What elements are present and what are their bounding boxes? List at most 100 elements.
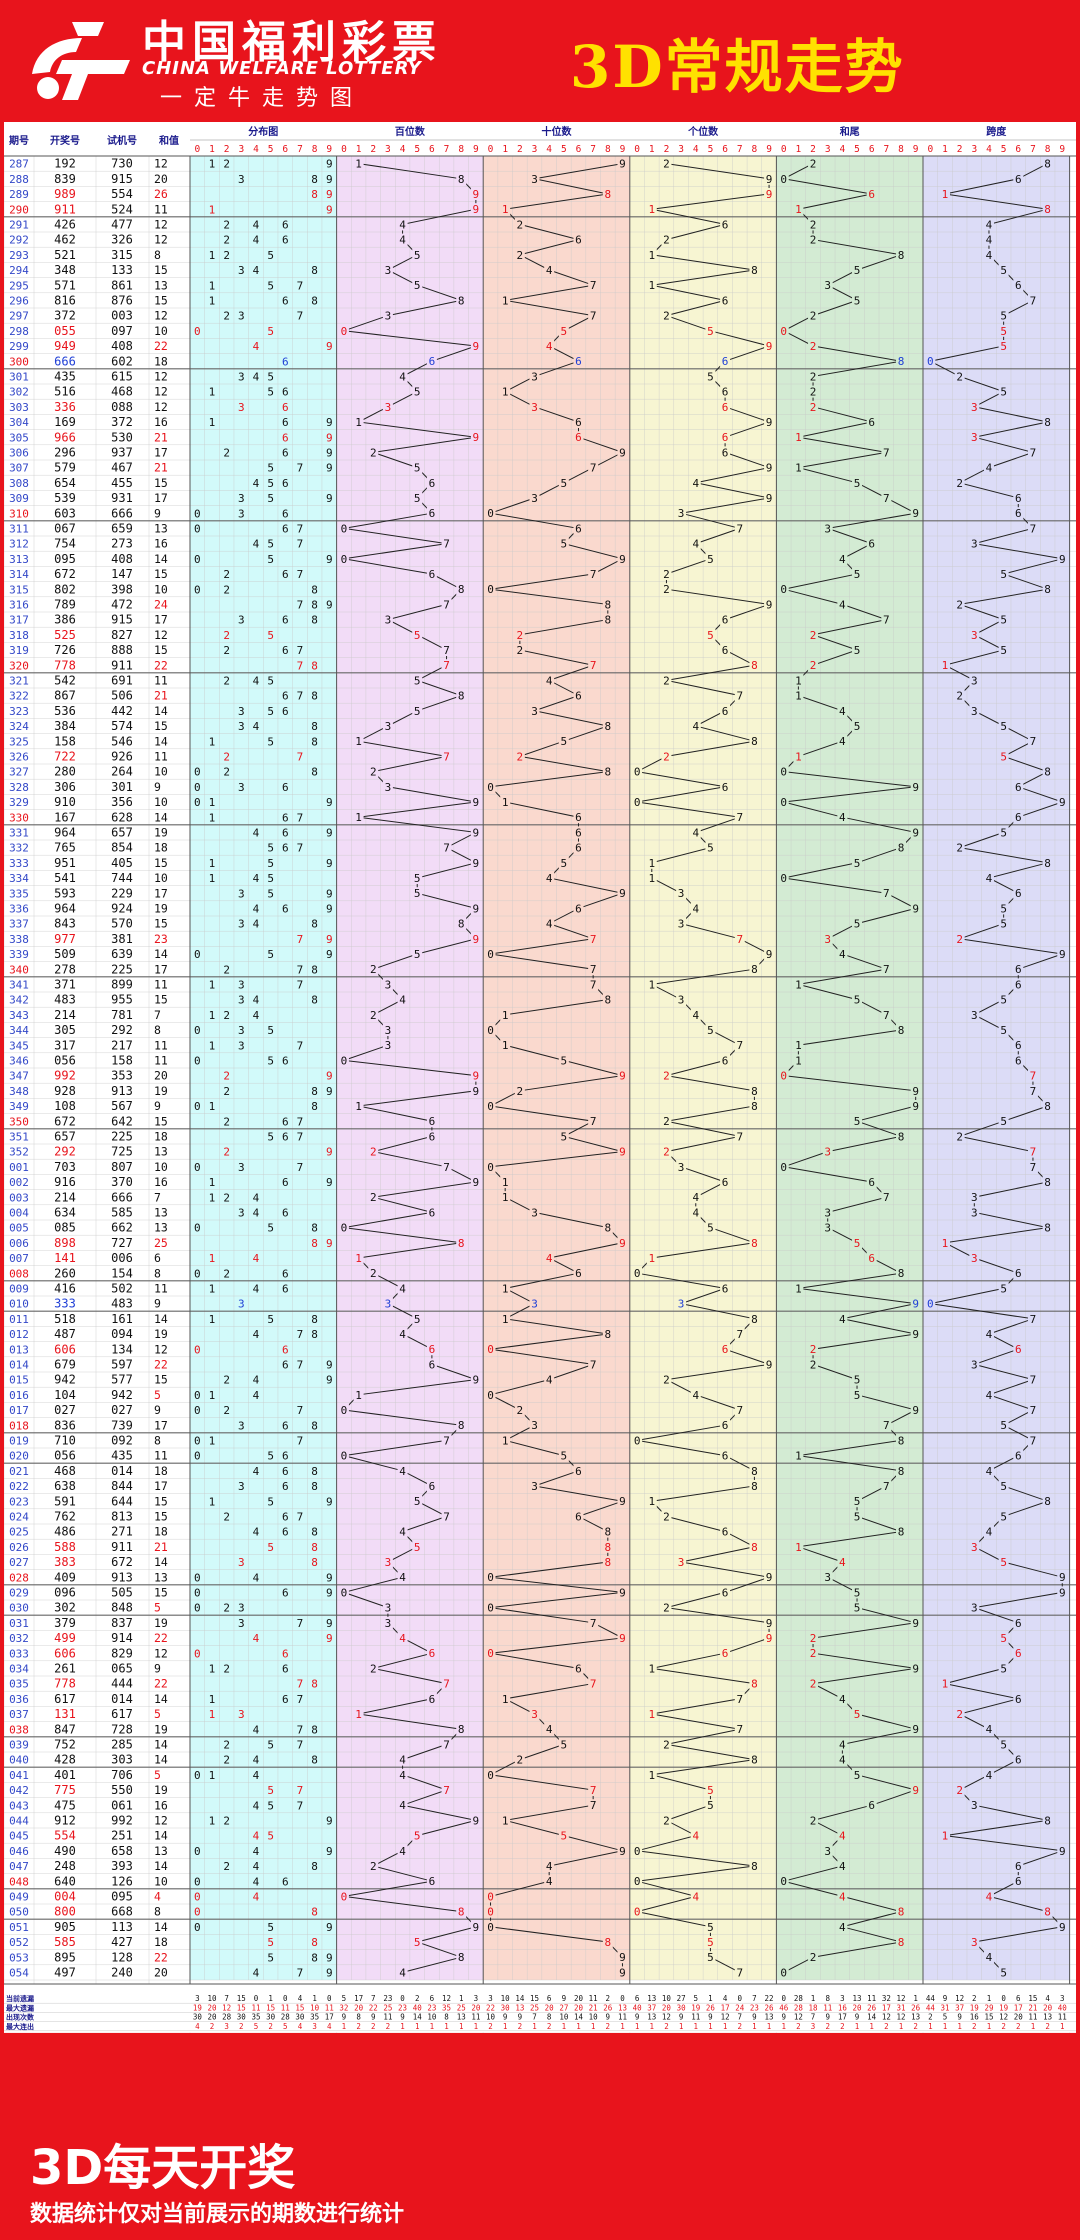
trend-point-span: 4 <box>986 1526 993 1539</box>
trend-point-units: 0 <box>634 1906 641 1919</box>
trend-point-bg <box>617 1951 628 1964</box>
trend-point-bg <box>646 856 657 869</box>
trend-point-bg <box>558 856 569 869</box>
sum-cell: 9 <box>154 1297 161 1311</box>
trend-point-sum_tail: 5 <box>854 1586 861 1599</box>
dist-mark: 0 <box>194 325 201 338</box>
digit-header-hundreds-0: 0 <box>341 144 347 155</box>
trend-point-bg <box>954 598 965 611</box>
trend-point-bg <box>896 1905 907 1918</box>
trend-point-bg <box>734 689 745 702</box>
trend-point-bg <box>382 780 393 793</box>
digit-header-span-0: 0 <box>927 144 933 155</box>
trend-point-hundreds: 6 <box>429 1115 436 1128</box>
trend-point-span: 6 <box>1015 1343 1022 1356</box>
trend-point-bg <box>734 1039 745 1052</box>
stat-tens-0: 14 <box>515 1994 525 2003</box>
trend-point-bg <box>764 340 775 352</box>
sum-cell: 14 <box>154 1920 168 1934</box>
trend-point-tens: 0 <box>487 583 494 596</box>
trend-point-span: 7 <box>1030 1313 1037 1326</box>
sum-cell: 5 <box>154 1388 161 1402</box>
stat-dist-0: 0 <box>283 1994 288 2003</box>
trend-point-sum_tail: 4 <box>839 598 846 611</box>
stat-dist-0: 15 <box>237 1994 246 2003</box>
trend-point-units: 5 <box>707 1936 714 1949</box>
stat-sum_tail-0: 28 <box>794 1994 804 2003</box>
digit-header-dist-4: 4 <box>253 144 259 155</box>
trend-point-tens: 3 <box>531 492 538 505</box>
trend-point-span: 9 <box>1059 553 1066 566</box>
stat-units-3: 1 <box>635 2022 640 2031</box>
trend-point-span: 6 <box>1015 1054 1022 1067</box>
trend-line-sum_tail <box>781 163 918 1973</box>
trend-point-span: 3 <box>971 1936 978 1949</box>
dist-mark: 7 <box>297 1404 304 1417</box>
trend-point-hundreds: 6 <box>429 1875 436 1888</box>
sum-cell: 12 <box>154 628 168 642</box>
dist-mark: 4 <box>253 1328 260 1341</box>
trend-point-bg <box>338 1221 349 1234</box>
draw-number-cell: 486 <box>54 1525 76 1539</box>
trial-number-cell: 911 <box>111 658 133 672</box>
trend-point-span: 1 <box>942 188 949 201</box>
trend-point-hundreds: 9 <box>473 1085 480 1098</box>
trend-point-tens: 1 <box>502 1434 509 1447</box>
trend-point-hundreds: 3 <box>385 1298 392 1311</box>
draw-number-cell: 305 <box>54 1023 76 1037</box>
dist-mark: 9 <box>326 553 333 566</box>
dist-mark: 8 <box>311 659 318 672</box>
period-cell: 016 <box>9 1389 29 1402</box>
trend-point-hundreds: 5 <box>414 629 421 642</box>
trend-point-bg <box>998 1662 1009 1675</box>
trend-point-bg <box>441 1160 452 1173</box>
period-cell: 295 <box>9 279 29 292</box>
dist-mark: 8 <box>311 1313 318 1326</box>
trend-point-hundreds: 2 <box>370 1267 377 1280</box>
trend-point-bg <box>661 750 672 763</box>
sum-cell: 11 <box>154 750 168 764</box>
stat-span-3: 1 <box>957 2022 962 2031</box>
trial-number-cell: 597 <box>111 1358 133 1372</box>
trend-point-bg <box>998 1480 1009 1492</box>
header-bar: 中国福利彩票 CHINA WELFARE LOTTERY 一定牛走势图 3D常规… <box>0 0 1080 118</box>
dist-mark: 3 <box>238 1298 245 1311</box>
trend-point-units: 2 <box>663 674 670 687</box>
trend-point-bg <box>910 1784 921 1796</box>
trend-point-bg <box>514 218 525 231</box>
trend-point-units: 9 <box>766 188 773 201</box>
draw-number-cell: 141 <box>54 1251 76 1265</box>
trend-point-sum_tail: 5 <box>854 1237 861 1250</box>
trend-point-bg <box>646 248 657 261</box>
trend-point-hundreds: 0 <box>341 1450 348 1463</box>
trend-point-units: 4 <box>692 720 699 733</box>
stat-units-2: 12 <box>662 2013 671 2022</box>
trend-point-bg <box>632 765 643 778</box>
dist-mark: 1 <box>209 735 216 748</box>
stat-units-0: 1 <box>708 1994 713 2003</box>
trend-point-tens: 8 <box>604 1328 611 1341</box>
trend-point-span: 4 <box>986 218 993 231</box>
dist-mark: 4 <box>253 1860 260 1873</box>
trend-point-hundreds: 4 <box>399 1282 406 1295</box>
dist-mark: 9 <box>326 173 333 186</box>
period-cell: 007 <box>9 1252 29 1265</box>
trend-point-bg <box>558 476 569 489</box>
dist-mark: 1 <box>209 295 216 308</box>
trend-point-span: 3 <box>971 705 978 718</box>
trend-point-tens: 9 <box>619 1237 626 1250</box>
trend-point-hundreds: 8 <box>458 690 465 703</box>
stat-tens-1: 20 <box>545 2003 555 2012</box>
dist-mark: 4 <box>253 1830 260 1843</box>
trend-point-bg <box>485 1160 496 1173</box>
trend-point-tens: 4 <box>546 1860 553 1873</box>
stat-hundreds-0: 2 <box>415 1994 420 2003</box>
draw-number-cell: 588 <box>54 1540 76 1554</box>
trend-point-bg <box>969 1540 980 1553</box>
draw-number-cell: 292 <box>54 1145 76 1159</box>
trend-point-bg <box>896 355 907 368</box>
dist-mark: 7 <box>297 1617 304 1630</box>
dist-mark: 6 <box>282 842 289 855</box>
stat-units-1: 40 <box>633 2003 643 2012</box>
trend-point-sum_tail: 1 <box>795 1039 802 1052</box>
